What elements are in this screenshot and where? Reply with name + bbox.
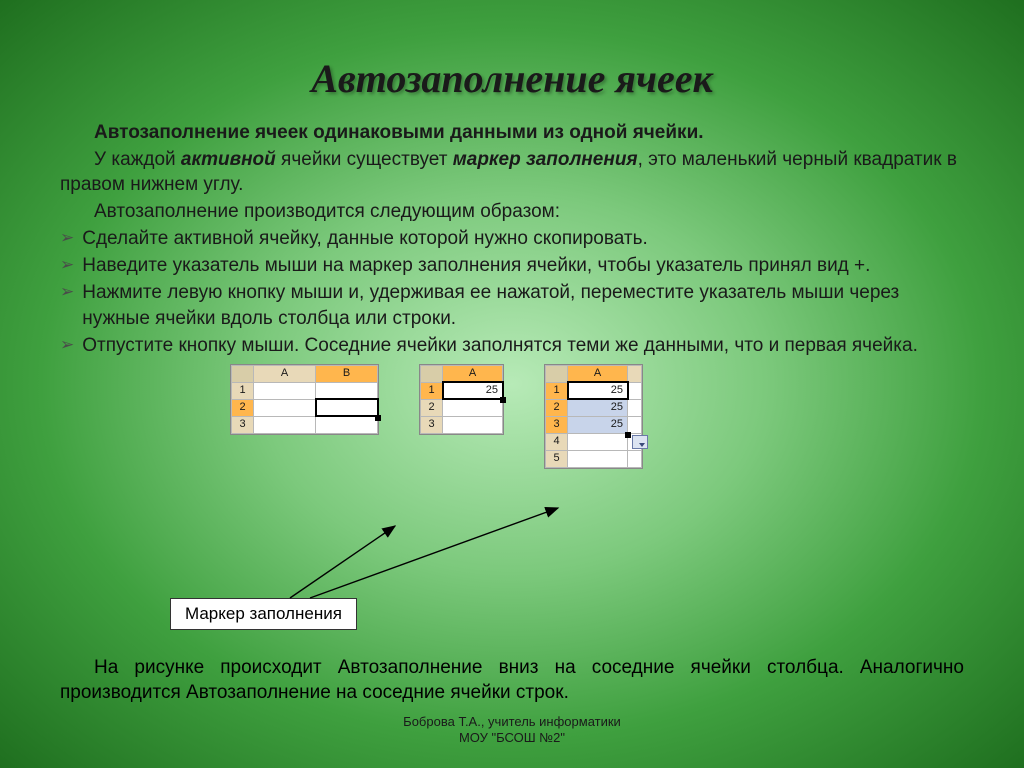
bullet-text: Наведите указатель мыши на маркер заполн…: [82, 253, 964, 278]
row-3: 3: [546, 416, 568, 433]
row-2: 2: [421, 399, 443, 416]
col-b: B: [316, 365, 378, 382]
row-1: 1: [421, 382, 443, 399]
slide-title: Автозаполнение ячеек: [0, 0, 1024, 120]
bottom-paragraph: На рисунке происходит Автозаполнение вни…: [60, 655, 964, 705]
cell-a2: 25: [568, 399, 628, 416]
slide-body: Автозаполнение ячеек одинаковыми данными…: [0, 120, 1024, 469]
footer-line1: Боброва Т.А., учитель информатики: [0, 714, 1024, 730]
col-a: A: [443, 365, 503, 382]
col-a: A: [568, 365, 628, 382]
row-1: 1: [232, 382, 254, 399]
bullet-icon: ➢: [60, 333, 74, 357]
bullet-text: Сделайте активной ячейку, данные которой…: [82, 226, 964, 251]
fill-handle-icon: [375, 415, 381, 421]
bullet-item: ➢ Нажмите левую кнопку мыши и, удерживая…: [60, 280, 964, 330]
bullet-item: ➢ Сделайте активной ячейку, данные котор…: [60, 226, 964, 251]
cell-a1: 25: [568, 382, 628, 399]
figures-row: AB 1 2 3 A 125 2 3 A 125 225 325: [230, 364, 964, 469]
para-marker: У каждой активной ячейки существует марк…: [60, 147, 964, 197]
bullet-item: ➢ Наведите указатель мыши на маркер запо…: [60, 253, 964, 278]
autofill-options-icon: [632, 435, 648, 449]
bullet-icon: ➢: [60, 226, 74, 250]
cell-a3: 25: [568, 416, 628, 433]
intro-bold: Автозаполнение ячеек одинаковыми данными…: [60, 120, 964, 145]
row-4: 4: [546, 433, 568, 450]
excel-mini-2: A 125 2 3: [419, 364, 504, 435]
t-active: активной: [181, 149, 276, 170]
row-1: 1: [546, 382, 568, 399]
t: У каждой: [94, 149, 181, 170]
excel-mini-3: A 125 225 325 4 5: [544, 364, 643, 469]
row-5: 5: [546, 450, 568, 467]
fill-handle-icon: [625, 432, 631, 438]
row-3: 3: [421, 416, 443, 433]
fill-handle-icon: [500, 397, 506, 403]
row-2: 2: [232, 399, 254, 416]
excel-mini-1: AB 1 2 3: [230, 364, 379, 435]
bullet-icon: ➢: [60, 253, 74, 277]
slide-footer: Боброва Т.А., учитель информатики МОУ "Б…: [0, 714, 1024, 747]
cell-a1: 25: [443, 382, 503, 399]
col-a: A: [254, 365, 316, 382]
bullet-icon: ➢: [60, 280, 74, 304]
bullet-text: Нажмите левую кнопку мыши и, удерживая е…: [82, 280, 964, 330]
t-fillhandle: маркер заполнения: [453, 149, 638, 170]
bullet-item: ➢ Отпустите кнопку мыши. Соседние ячейки…: [60, 333, 964, 358]
footer-line2: МОУ "БСОШ №2": [0, 730, 1024, 746]
row-3: 3: [232, 416, 254, 433]
para-steps-intro: Автозаполнение производится следующим об…: [60, 199, 964, 224]
t: ячейки существует: [276, 149, 453, 170]
row-2: 2: [546, 399, 568, 416]
bullet-text: Отпустите кнопку мыши. Соседние ячейки з…: [82, 333, 964, 358]
callout-label: Маркер заполнения: [170, 598, 357, 630]
